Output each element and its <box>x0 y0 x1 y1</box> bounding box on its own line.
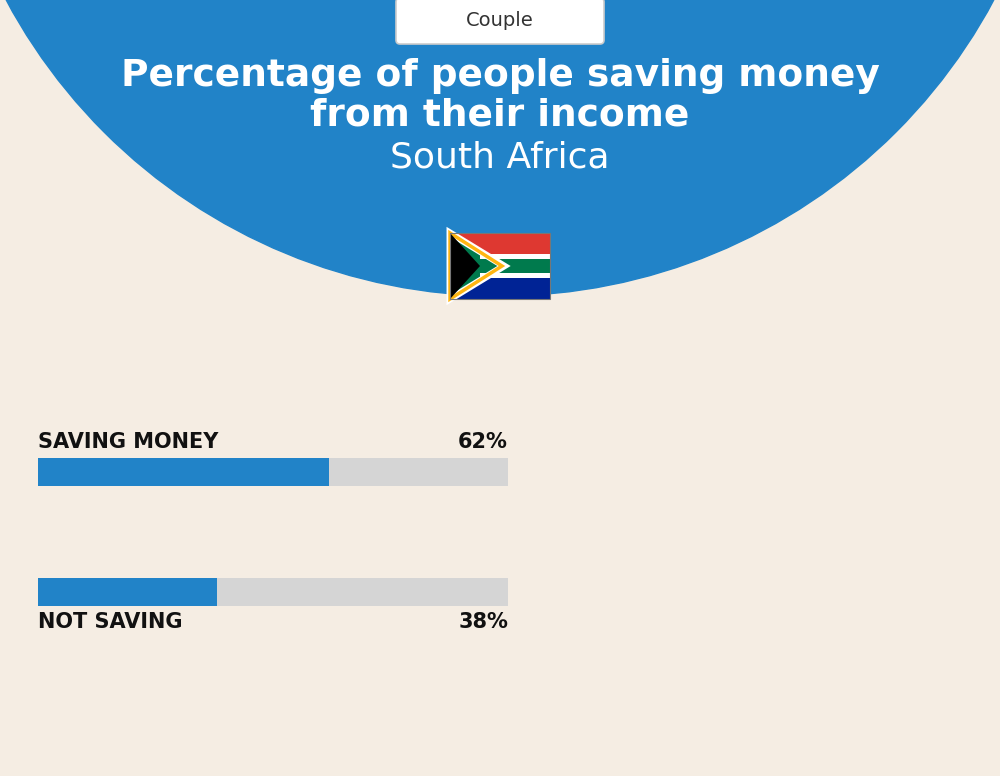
Bar <box>38 458 329 486</box>
Bar <box>480 258 550 273</box>
FancyBboxPatch shape <box>396 0 604 44</box>
Polygon shape <box>450 233 500 299</box>
Bar <box>450 266 550 299</box>
Circle shape <box>0 0 1000 296</box>
Text: 62%: 62% <box>458 432 508 452</box>
Bar <box>38 578 217 606</box>
Text: Percentage of people saving money: Percentage of people saving money <box>121 58 879 94</box>
Text: 38%: 38% <box>458 612 508 632</box>
Bar <box>480 273 550 278</box>
Text: SAVING MONEY: SAVING MONEY <box>38 432 218 452</box>
Text: NOT SAVING: NOT SAVING <box>38 612 182 632</box>
Bar <box>450 233 550 266</box>
Text: South Africa: South Africa <box>390 141 610 175</box>
Bar <box>38 458 508 486</box>
Text: from their income: from their income <box>310 98 690 134</box>
Bar <box>480 254 550 258</box>
Bar <box>38 578 508 606</box>
Text: Couple: Couple <box>466 12 534 30</box>
Bar <box>450 233 550 299</box>
Polygon shape <box>450 233 480 299</box>
